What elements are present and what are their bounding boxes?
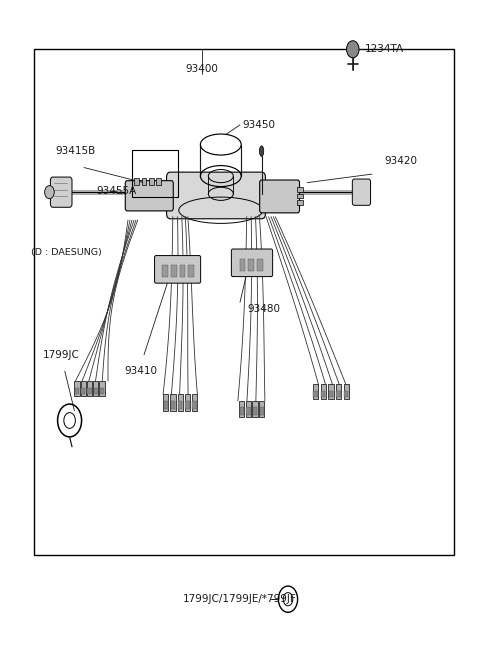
Bar — [149, 178, 154, 185]
Bar — [246, 407, 251, 415]
Text: 1234TA: 1234TA — [365, 44, 404, 55]
FancyBboxPatch shape — [155, 256, 201, 283]
Bar — [253, 407, 257, 415]
Circle shape — [347, 41, 359, 58]
Bar — [188, 265, 194, 277]
Bar — [178, 401, 182, 409]
FancyBboxPatch shape — [260, 180, 300, 213]
Bar — [185, 401, 190, 409]
Bar — [344, 384, 349, 399]
Text: 93410: 93410 — [125, 366, 158, 376]
Bar — [93, 381, 98, 396]
Bar — [180, 265, 185, 277]
Bar — [156, 178, 161, 185]
Bar — [75, 388, 79, 394]
Bar — [74, 381, 80, 396]
Text: 93415B: 93415B — [55, 146, 96, 156]
Bar — [297, 200, 303, 205]
Text: 1799JC: 1799JC — [43, 350, 80, 360]
Bar — [257, 259, 263, 271]
Bar — [171, 265, 177, 277]
Bar — [81, 381, 86, 396]
Bar — [132, 150, 178, 197]
Ellipse shape — [259, 146, 264, 156]
Bar — [162, 265, 168, 277]
Text: 93455A: 93455A — [96, 185, 136, 196]
Bar — [170, 394, 176, 411]
Bar — [313, 384, 318, 399]
Bar — [336, 391, 341, 397]
Bar — [239, 401, 244, 417]
Bar — [248, 259, 254, 271]
Bar — [192, 394, 197, 411]
Circle shape — [45, 186, 54, 199]
Bar — [321, 391, 325, 397]
Text: 1799JC/1799JE/*799JF: 1799JC/1799JE/*799JF — [182, 594, 296, 604]
FancyBboxPatch shape — [352, 179, 371, 205]
FancyBboxPatch shape — [167, 172, 265, 219]
Bar — [178, 394, 183, 411]
Bar — [142, 178, 146, 185]
FancyBboxPatch shape — [50, 177, 72, 208]
Bar — [81, 388, 85, 394]
Bar — [163, 394, 168, 411]
Text: 93400: 93400 — [185, 64, 218, 74]
Bar — [100, 388, 104, 394]
Bar — [252, 401, 258, 417]
Bar — [87, 388, 92, 394]
Bar — [246, 401, 251, 417]
Bar — [240, 259, 245, 271]
Text: 93480: 93480 — [247, 304, 280, 314]
Bar — [344, 391, 348, 397]
Bar — [259, 401, 264, 417]
Bar — [328, 384, 334, 399]
Bar — [164, 401, 168, 409]
Text: 93450: 93450 — [242, 120, 276, 130]
Bar — [185, 394, 190, 411]
Text: (D : DAESUNG): (D : DAESUNG) — [31, 248, 102, 258]
Bar — [171, 401, 175, 409]
Text: 93420: 93420 — [384, 156, 417, 166]
Bar — [94, 388, 98, 394]
Bar — [329, 391, 333, 397]
Bar — [321, 384, 326, 399]
Bar — [336, 384, 341, 399]
FancyBboxPatch shape — [125, 181, 173, 211]
Bar — [297, 194, 303, 198]
Bar — [297, 187, 303, 192]
Bar — [192, 401, 197, 409]
Bar — [260, 407, 264, 415]
Bar — [240, 407, 244, 415]
FancyBboxPatch shape — [231, 249, 273, 277]
Bar — [34, 49, 454, 555]
Bar — [87, 381, 92, 396]
Bar — [313, 391, 318, 397]
Bar — [99, 381, 105, 396]
Bar — [134, 178, 139, 185]
